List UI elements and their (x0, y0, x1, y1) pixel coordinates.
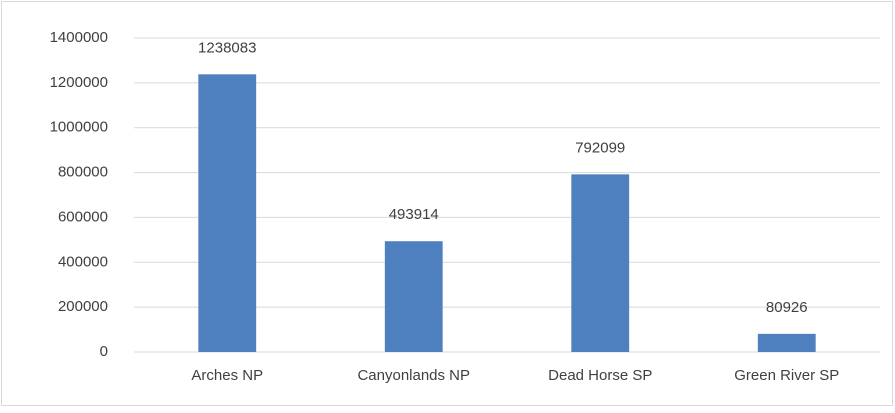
bar (571, 174, 630, 352)
x-tick-label: Canyonlands NP (357, 367, 470, 384)
y-tick-label: 800000 (58, 164, 108, 181)
bar (757, 333, 816, 352)
data-label: 80926 (766, 299, 808, 316)
y-tick-label: 400000 (58, 253, 108, 270)
y-tick-label: 0 (100, 343, 108, 360)
data-label: 493914 (389, 206, 439, 223)
y-tick-label: 600000 (58, 208, 108, 225)
chart-border (1, 1, 893, 406)
x-tick-label: Dead Horse SP (548, 367, 652, 384)
bar (384, 241, 443, 352)
data-label: 1238083 (198, 39, 256, 56)
y-tick-label: 200000 (58, 298, 108, 315)
y-tick-label: 1200000 (50, 74, 108, 91)
data-label: 792099 (575, 139, 625, 156)
y-tick-label: 1000000 (50, 119, 108, 136)
y-tick-label: 1400000 (50, 29, 108, 46)
x-tick-label: Arches NP (191, 367, 263, 384)
bar (198, 74, 257, 352)
x-tick-label: Green River SP (734, 367, 839, 384)
